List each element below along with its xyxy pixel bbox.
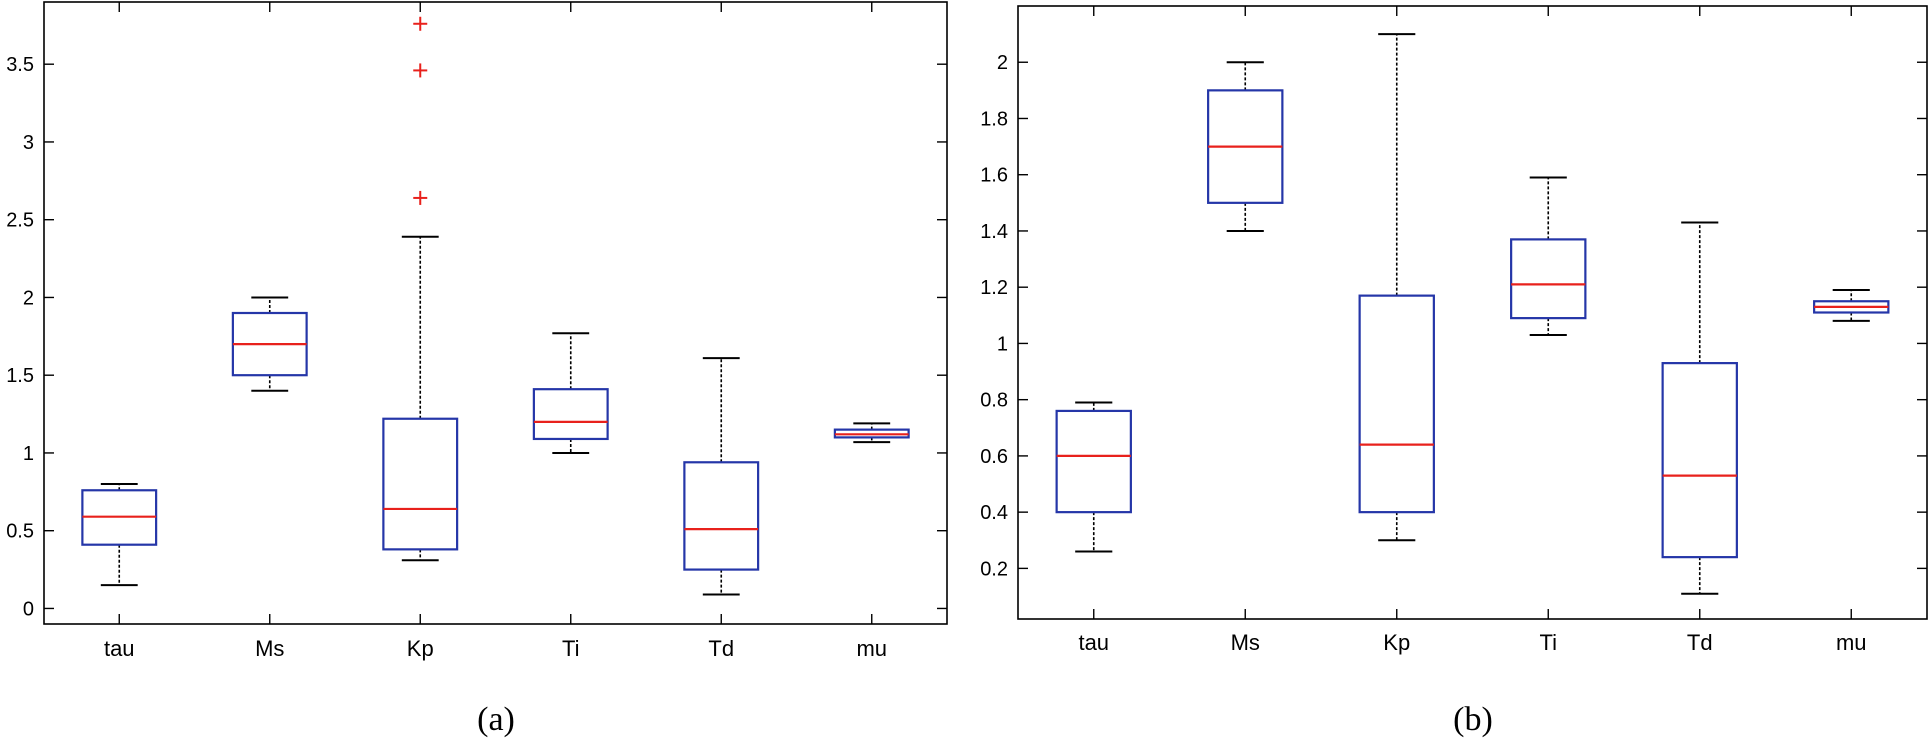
y-tick-label: 1 xyxy=(23,443,34,465)
box-Kp xyxy=(1358,33,1435,542)
iqr-box xyxy=(532,388,609,441)
x-category-label: Ms xyxy=(1231,630,1260,655)
box-mu xyxy=(833,422,910,444)
x-category-label: Td xyxy=(708,636,734,661)
y-tick-label: 0.5 xyxy=(6,521,34,543)
box-tau xyxy=(1055,401,1132,553)
x-category-label: Kp xyxy=(407,636,434,661)
box-Ms xyxy=(231,296,308,392)
x-category-label: mu xyxy=(856,636,887,661)
box-tau xyxy=(81,483,158,587)
iqr-box xyxy=(382,417,459,551)
plot-frame xyxy=(1017,5,1928,620)
iqr-box xyxy=(683,461,760,571)
y-tick-label: 2 xyxy=(23,287,34,309)
y-tick-label: 0.8 xyxy=(980,390,1008,412)
y-tick-label: 0.6 xyxy=(980,446,1008,468)
box-mu xyxy=(1813,289,1890,322)
x-category-label: Ti xyxy=(562,636,580,661)
x-category-label: tau xyxy=(104,636,135,661)
iqr-box xyxy=(1661,362,1738,559)
y-tick-label: 1.6 xyxy=(980,165,1008,187)
box-Td xyxy=(683,357,760,596)
boxplot-panel-b: 0.2 0.4 0.6 0.8 1 1.2 1.4 1.6 1.8 2 tau Ms Kp Ti Td mu (… xyxy=(980,5,1928,738)
plot-frame xyxy=(43,1,948,625)
panel-caption: (a) xyxy=(477,701,515,738)
iqr-box xyxy=(1055,409,1132,514)
x-category-label: tau xyxy=(1078,630,1109,655)
y-tick-label: 0.4 xyxy=(980,502,1008,524)
outlier-marker xyxy=(413,63,428,78)
y-tick-label: 1.2 xyxy=(980,277,1008,299)
y-tick-label: 3 xyxy=(23,132,34,154)
outlier-marker xyxy=(413,16,428,31)
y-tick-label: 3.5 xyxy=(6,54,34,76)
y-tick-label: 0 xyxy=(23,598,34,620)
y-tick-label: 0.2 xyxy=(980,558,1008,580)
x-category-label: Ms xyxy=(255,636,284,661)
box-Td xyxy=(1661,221,1738,595)
boxplot-panel-a: 0 0.5 1 1.5 2 2.5 3 3.5 tau Ms Kp Ti Td mu (a) xyxy=(6,1,948,738)
iqr-box xyxy=(1510,238,1587,320)
x-category-label: Kp xyxy=(1383,630,1410,655)
box-Ms xyxy=(1207,61,1284,232)
y-tick-label: 1 xyxy=(997,333,1008,355)
y-tick-label: 1.4 xyxy=(980,221,1008,243)
x-category-label: Ti xyxy=(1539,630,1557,655)
y-tick-label: 2.5 xyxy=(6,210,34,232)
box-Ti xyxy=(1510,176,1587,336)
y-tick-label: 2 xyxy=(997,52,1008,74)
panel-caption: (b) xyxy=(1453,701,1493,738)
x-category-label: mu xyxy=(1836,630,1867,655)
iqr-box xyxy=(1358,294,1435,514)
y-tick-label: 1.5 xyxy=(6,365,34,387)
y-tick-label: 1.8 xyxy=(980,108,1008,130)
x-category-label: Td xyxy=(1687,630,1713,655)
box-Ti xyxy=(532,332,609,454)
box-Kp xyxy=(382,16,459,562)
outlier-marker xyxy=(413,190,428,205)
